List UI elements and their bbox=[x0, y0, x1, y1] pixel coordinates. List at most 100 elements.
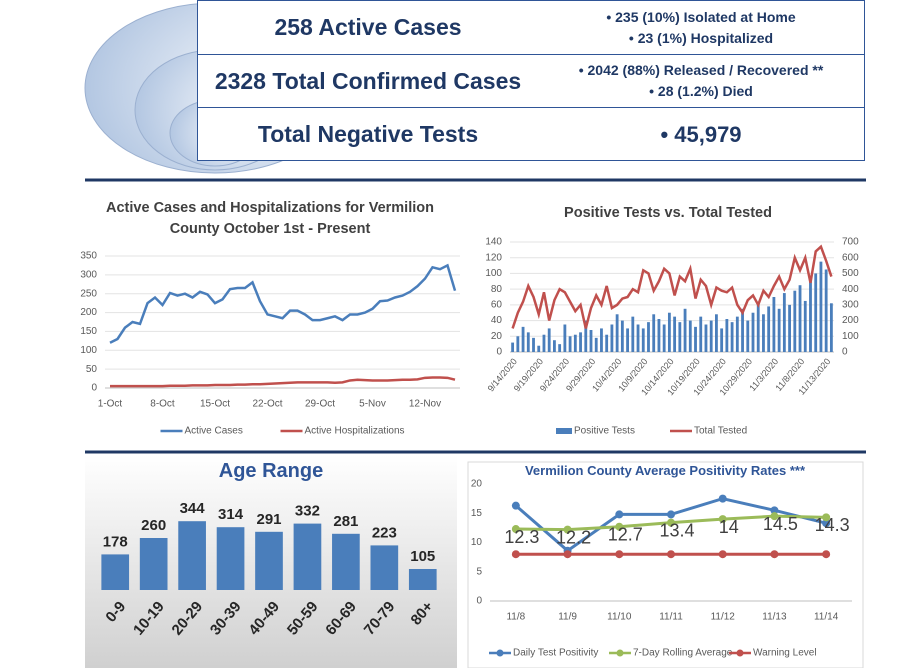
bar bbox=[814, 273, 818, 352]
stat-detail: • 45,979 bbox=[660, 121, 742, 147]
chart-title: Active Cases and Hospitalizations for Ve… bbox=[106, 200, 434, 237]
legend-label: Positive Tests bbox=[574, 426, 635, 437]
bar bbox=[542, 334, 546, 352]
stat-details: • 45,979 bbox=[538, 108, 864, 160]
x-tick-label: 30-39 bbox=[207, 598, 245, 638]
bar bbox=[293, 523, 322, 590]
x-tick-label: 8-Oct bbox=[150, 399, 175, 410]
legend-label: Active Cases bbox=[185, 426, 243, 437]
bar bbox=[537, 345, 541, 352]
stat-title: Total Negative Tests bbox=[257, 120, 479, 147]
y2-tick-label: 400 bbox=[842, 284, 859, 295]
marker bbox=[770, 506, 779, 515]
marker bbox=[770, 512, 779, 521]
data-label: 12.7 bbox=[608, 524, 643, 544]
bar bbox=[772, 297, 776, 352]
stat-title: 2328 Total Confirmed Cases bbox=[214, 67, 522, 94]
chart-title: Positive Tests vs. Total Tested bbox=[564, 205, 772, 221]
bar bbox=[798, 285, 802, 352]
bar bbox=[704, 324, 708, 352]
y-tick-label: 20 bbox=[491, 331, 503, 342]
x-tick-label: 11/11 bbox=[659, 612, 683, 623]
bar bbox=[777, 308, 781, 352]
bar bbox=[782, 293, 786, 352]
stat-title: 258 Active Cases bbox=[274, 14, 462, 40]
x-tick-label: 29-Oct bbox=[305, 399, 335, 410]
bar bbox=[746, 320, 750, 352]
marker bbox=[667, 510, 675, 519]
x-tick-label: 5-Nov bbox=[359, 399, 386, 410]
bar bbox=[767, 306, 771, 352]
marker bbox=[615, 550, 624, 559]
data-label: 14.3 bbox=[815, 515, 850, 535]
x-tick-label: 22-Oct bbox=[252, 399, 282, 410]
series-line bbox=[110, 376, 456, 388]
x-tick-label: 11/13 bbox=[762, 612, 787, 623]
bar bbox=[756, 303, 760, 352]
bar bbox=[720, 328, 724, 352]
bar bbox=[532, 337, 535, 352]
y-tick-label: 5 bbox=[476, 566, 482, 577]
bar bbox=[636, 324, 640, 352]
bar bbox=[809, 277, 812, 352]
stat-detail: • 235 (10%) Isolated at Home bbox=[606, 8, 796, 25]
y-tick-label: 200 bbox=[80, 307, 97, 318]
bar bbox=[641, 328, 645, 352]
bar bbox=[255, 531, 283, 590]
marker bbox=[615, 510, 624, 519]
bar bbox=[683, 308, 687, 352]
bar bbox=[631, 316, 635, 352]
y2-tick-label: 600 bbox=[842, 252, 859, 263]
bar bbox=[699, 316, 703, 352]
y-tick-label: 140 bbox=[485, 237, 502, 248]
y2-tick-label: 200 bbox=[842, 315, 859, 326]
x-tick-label: 12-Nov bbox=[409, 399, 441, 410]
legend-label: Daily Test Positivity bbox=[513, 648, 598, 659]
stat-details: • 235 (10%) Isolated at Home • 23 (1%) H… bbox=[538, 1, 864, 54]
bar bbox=[709, 320, 713, 352]
marker bbox=[511, 501, 520, 510]
x-tick-label: 11/9 bbox=[558, 612, 577, 623]
bar bbox=[725, 319, 729, 352]
bar bbox=[178, 521, 206, 590]
data-label: 14.5 bbox=[763, 514, 798, 534]
y-tick-label: 60 bbox=[491, 299, 503, 310]
bar bbox=[332, 533, 360, 590]
data-label: 260 bbox=[141, 517, 166, 534]
stat-row: 2328 Total Confirmed Cases • 2042 (88%) … bbox=[197, 54, 865, 108]
x-tick-label: 10-19 bbox=[130, 598, 168, 638]
bar bbox=[101, 554, 130, 590]
bar bbox=[579, 332, 582, 352]
legend-marker bbox=[736, 649, 744, 657]
x-tick-label: 1-Oct bbox=[98, 399, 123, 410]
x-tick-label: 11/10 bbox=[607, 612, 632, 623]
bar bbox=[521, 326, 525, 352]
y-tick-label: 100 bbox=[80, 345, 97, 356]
bar bbox=[516, 336, 520, 352]
y-tick-label: 100 bbox=[485, 268, 502, 279]
data-label: 12.2 bbox=[556, 527, 591, 547]
x-tick-label: 60-69 bbox=[322, 598, 360, 638]
y2-tick-label: 0 bbox=[842, 347, 848, 358]
bar bbox=[694, 326, 697, 352]
bar bbox=[688, 320, 692, 352]
x-tick-label: 40-49 bbox=[245, 598, 283, 638]
y-tick-label: 300 bbox=[80, 269, 97, 280]
bar bbox=[829, 303, 833, 352]
bar bbox=[803, 300, 807, 352]
bar bbox=[600, 328, 603, 352]
marker bbox=[718, 550, 727, 559]
chart-title: Age Range bbox=[218, 460, 324, 482]
data-label: 12.3 bbox=[504, 527, 539, 547]
legend-marker bbox=[496, 649, 504, 657]
bar bbox=[563, 324, 567, 352]
marker bbox=[667, 550, 675, 559]
bar bbox=[667, 312, 671, 352]
y2-tick-label: 100 bbox=[842, 331, 859, 342]
bar bbox=[652, 314, 656, 352]
data-label: 13.4 bbox=[659, 520, 694, 540]
bar bbox=[547, 328, 551, 352]
data-label: 14 bbox=[719, 517, 739, 537]
y-tick-label: 20 bbox=[471, 479, 483, 490]
bar bbox=[370, 545, 399, 590]
